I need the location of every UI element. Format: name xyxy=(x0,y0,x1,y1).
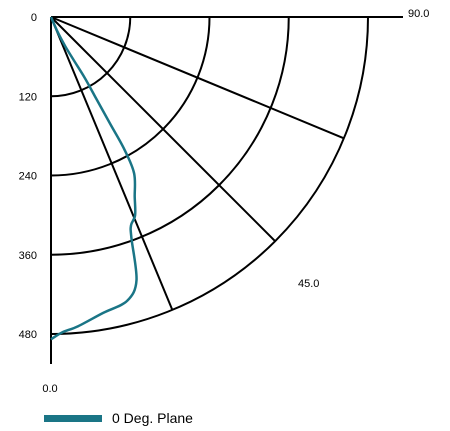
radial-tick-label: 120 xyxy=(19,91,37,103)
angle-label: 90.0 xyxy=(408,8,429,20)
radial-tick-label: 0 xyxy=(31,12,37,24)
legend-swatch xyxy=(44,414,102,422)
radial-tick-label: 240 xyxy=(19,171,37,183)
angle-label: 0.0 xyxy=(42,383,57,395)
spoke-45 xyxy=(50,16,276,242)
spoke-67-5 xyxy=(50,16,345,140)
spoke-22-5 xyxy=(50,16,174,311)
series-line-0 xyxy=(49,16,138,341)
radial-tick-label: 480 xyxy=(19,329,37,341)
legend: 0 Deg. Plane xyxy=(44,406,193,430)
legend-label: 0 Deg. Plane xyxy=(112,410,193,426)
radial-tick-label: 360 xyxy=(19,250,37,262)
angle-label: 45.0 xyxy=(298,278,319,290)
